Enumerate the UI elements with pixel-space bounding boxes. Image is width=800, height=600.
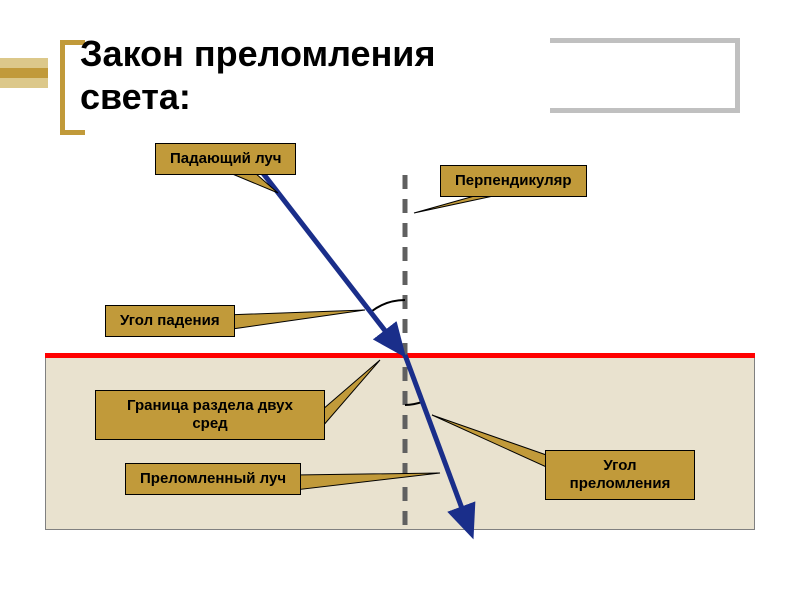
title-frame: Закон преломления света:: [65, 30, 515, 130]
incidence-angle-arc: [371, 300, 405, 312]
refracted-ray: [405, 355, 470, 530]
side-bar-2: [0, 68, 48, 78]
callout-perpendicular: Перпендикуляр: [440, 165, 587, 197]
title-bracket-left: [60, 40, 65, 135]
callout-boundary: Граница раздела двух сред: [95, 390, 325, 440]
callout-tail-incidence-angle: [225, 310, 365, 330]
title-right-bracket: [550, 38, 740, 113]
side-bar-1: [0, 58, 48, 68]
callout-incidence-angle: Угол падения: [105, 305, 235, 337]
callout-tail-refracted-ray: [295, 473, 440, 490]
callout-tail-perpendicular: [414, 195, 498, 213]
callout-tail-boundary: [322, 360, 380, 427]
callout-incident-ray: Падающий луч: [155, 143, 296, 175]
diagram-area: Падающий луч Перпендикуляр Угол падения …: [0, 135, 800, 600]
page-title: Закон преломления света:: [80, 32, 515, 118]
side-decoration: [0, 58, 48, 88]
callout-refraction-angle: Угол преломления: [545, 450, 695, 500]
callout-refracted-ray: Преломленный луч: [125, 463, 301, 495]
refraction-angle-arc: [405, 402, 422, 405]
side-bar-3: [0, 78, 48, 88]
refraction-diagram: [0, 135, 800, 600]
